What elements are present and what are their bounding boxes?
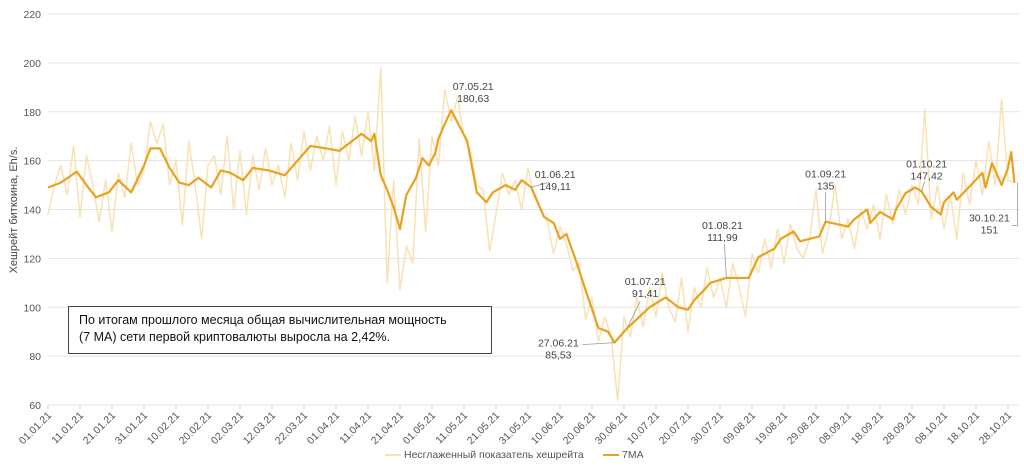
y-tick-label: 160: [23, 156, 41, 168]
x-tick-label: 30.06.21: [593, 410, 630, 447]
legend-label-raw: Несглаженный показатель хешрейта: [404, 449, 584, 461]
x-tick-label: 22.03.21: [273, 410, 310, 447]
annotation-leader: [582, 342, 615, 346]
x-tick-label: 29.08.21: [785, 410, 822, 447]
x-tick-label: 01.01.21: [17, 410, 54, 447]
x-tick-label: 11.05.21: [433, 410, 470, 447]
y-axis-label: Хешрейт биткоина, Eh/s.: [8, 147, 20, 274]
x-tick-label: 08.10.21: [913, 410, 950, 447]
annotation-leader: [724, 243, 727, 278]
annotation-date: 27.06.21: [538, 338, 579, 350]
summary-note-line-1: По итогам прошлого месяца общая вычислит…: [79, 313, 447, 327]
legend-swatch-raw: [385, 454, 401, 456]
summary-note: По итогам прошлого месяца общая вычислит…: [68, 306, 492, 354]
annotation-date: 01.08.21: [702, 220, 743, 232]
y-tick-label: 220: [23, 9, 41, 21]
legend-item-ma: 7MA: [603, 449, 644, 461]
annotation-value: 147,42: [911, 170, 943, 182]
y-axis-ticks: 60 80 100 120 140 160 180 200 220: [23, 9, 41, 412]
annotation-date: 01.06.21: [535, 169, 576, 181]
annotation-date: 01.10.21: [906, 158, 947, 170]
annotation-value: 149,11: [540, 181, 571, 193]
x-tick-label: 31.05.21: [497, 410, 534, 447]
annotation-value: 91,41: [632, 288, 658, 300]
annotation-date: 30.10.21: [969, 213, 1010, 225]
legend-item-raw: Несглаженный показатель хешрейта: [385, 449, 584, 461]
x-axis-ticks: 01.01.2111.01.2121.01.2131.01.2110.02.21…: [17, 405, 1014, 447]
x-tick-label: 18.10.21: [945, 410, 982, 447]
x-tick-label: 10.07.21: [625, 410, 662, 447]
y-tick-label: 140: [23, 205, 41, 217]
annotation-value: 135: [817, 181, 835, 193]
y-tick-label: 60: [29, 400, 41, 412]
annotation-date: 01.07.21: [625, 276, 666, 288]
x-tick-label: 09.08.21: [721, 410, 758, 447]
y-tick-label: 80: [29, 351, 41, 363]
x-tick-label: 28.10.21: [977, 410, 1014, 447]
x-tick-label: 02.03.21: [209, 410, 246, 447]
x-tick-label: 21.01.21: [81, 410, 118, 447]
x-tick-label: 10.06.21: [529, 410, 566, 447]
y-tick-label: 200: [23, 58, 41, 70]
annotation-leader: [1011, 182, 1018, 227]
x-tick-label: 19.08.21: [753, 410, 790, 447]
x-tick-label: 20.07.21: [657, 410, 694, 447]
x-tick-label: 11.04.21: [337, 410, 374, 447]
annotation-value: 85,53: [545, 350, 571, 362]
summary-note-line-2: (7 MA) сети первой криптовалюты выросла …: [79, 330, 390, 344]
y-tick-label: 180: [23, 107, 41, 119]
x-tick-label: 18.09.21: [849, 410, 886, 447]
x-tick-label: 31.01.21: [113, 410, 150, 447]
annotation-leader: [626, 301, 641, 329]
x-tick-label: 01.04.21: [305, 410, 342, 447]
annotation-date: 01.09.21: [805, 169, 846, 181]
legend-swatch-ma: [603, 453, 619, 457]
annotation-leader: [921, 181, 925, 192]
legend-label-ma: 7MA: [622, 449, 644, 461]
x-tick-label: 01.05.21: [401, 410, 438, 447]
annotation-date: 07.05.21: [453, 81, 494, 93]
annotation-value: 111,99: [707, 232, 738, 244]
annotation-value: 151: [981, 225, 999, 237]
x-tick-label: 21.04.21: [369, 410, 406, 447]
x-tick-label: 21.05.21: [465, 410, 502, 447]
x-tick-label: 30.07.21: [689, 410, 726, 447]
y-tick-label: 120: [23, 253, 41, 265]
x-tick-label: 10.02.21: [145, 410, 182, 447]
x-tick-label: 28.09.21: [881, 410, 918, 447]
x-tick-label: 20.02.21: [177, 410, 214, 447]
x-tick-label: 08.09.21: [817, 410, 854, 447]
annotation-leader: [531, 181, 550, 188]
series-line-raw: [47, 67, 1015, 401]
x-tick-label: 20.06.21: [561, 410, 598, 447]
y-tick-label: 100: [23, 302, 41, 314]
annotation-value: 180,63: [457, 93, 489, 105]
x-tick-label: 11.01.21: [49, 410, 86, 447]
x-tick-label: 12.03.21: [241, 410, 278, 447]
